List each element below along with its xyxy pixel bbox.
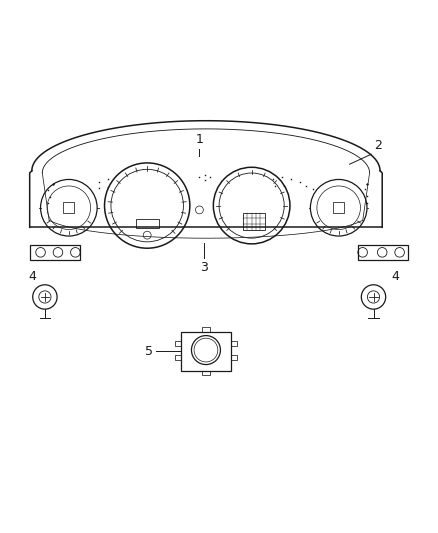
Bar [231, 355, 237, 360]
Bar [64, 203, 74, 213]
Bar [30, 245, 80, 260]
Bar [202, 327, 210, 332]
Bar [175, 355, 181, 360]
Text: 3: 3 [200, 261, 208, 274]
Bar [333, 203, 344, 213]
Text: 4: 4 [391, 270, 399, 283]
Text: 1: 1 [195, 133, 203, 147]
Bar [181, 332, 231, 371]
Text: 5: 5 [145, 345, 153, 358]
Bar [202, 371, 210, 375]
Bar [231, 341, 237, 346]
Text: 2: 2 [374, 140, 382, 152]
Bar [243, 213, 265, 230]
Text: 4: 4 [29, 270, 37, 283]
Bar [175, 341, 181, 346]
Bar [358, 245, 408, 260]
Bar [136, 220, 159, 228]
